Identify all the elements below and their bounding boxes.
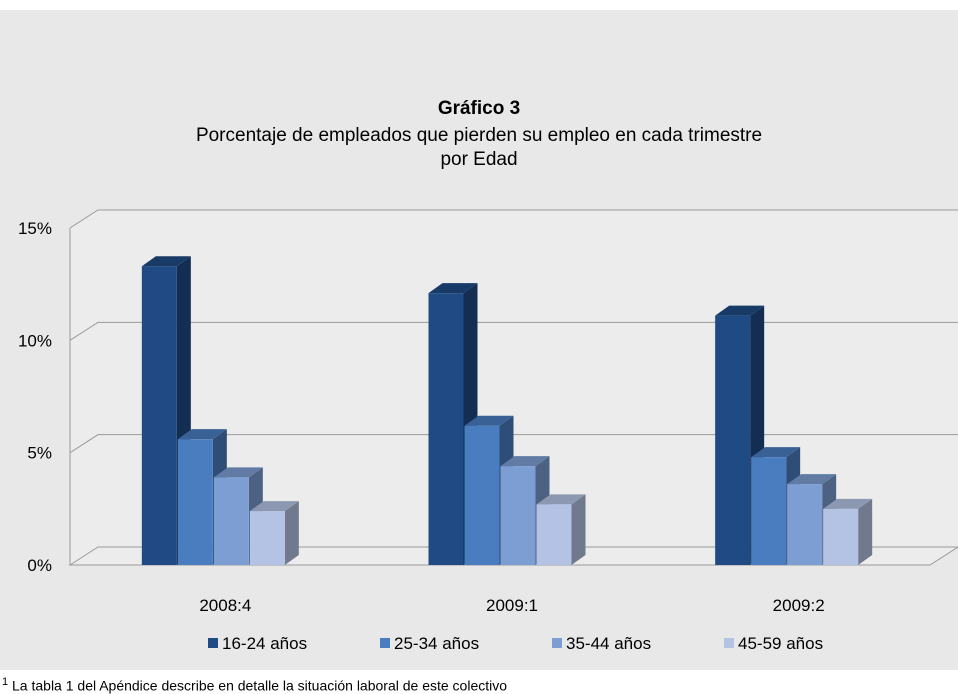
- plot-area: 0% 5% 10% 15% 2008:4 2009:1 2009:2: [18, 209, 958, 615]
- x-tick-label: 2009:1: [486, 596, 538, 615]
- chart-svg: Gráfico 3 Porcentaje de empleados que pi…: [18, 98, 958, 653]
- bar-front: [536, 504, 572, 565]
- bar-top: [823, 498, 873, 509]
- bar-top: [536, 494, 586, 505]
- x-tick-label: 2009:2: [773, 596, 825, 615]
- bar: [141, 256, 191, 565]
- legend-label: 25-34 años: [394, 634, 479, 653]
- y-tick-label: 10%: [18, 331, 52, 350]
- y-tick-label: 0%: [27, 556, 52, 575]
- bar-top: [249, 501, 299, 512]
- bar-front: [787, 484, 823, 565]
- bar-top: [500, 456, 550, 467]
- bar-front: [428, 293, 464, 565]
- bar-side: [284, 501, 299, 565]
- legend-entry: 45-59 años: [724, 634, 823, 653]
- chart-legend: 16-24 años 25-34 años 35-44 años 45-59 años: [208, 634, 823, 653]
- legend-entry: 25-34 años: [380, 634, 479, 653]
- bar-front: [213, 477, 249, 565]
- chart-panel: Gráfico 3 Porcentaje de empleados que pi…: [0, 10, 958, 670]
- bar: [823, 498, 873, 565]
- legend-swatch: [380, 638, 390, 648]
- chart-subtitle-line-1: Porcentaje de empleados que pierden su e…: [196, 125, 762, 146]
- gridline: [69, 209, 958, 229]
- legend-label: 35-44 años: [566, 634, 651, 653]
- y-tick-label: 15%: [18, 219, 52, 238]
- bar-front: [464, 425, 500, 565]
- bar-front: [823, 508, 859, 565]
- bar-top: [213, 467, 263, 478]
- legend-label: 45-59 años: [738, 634, 823, 653]
- legend-swatch: [208, 638, 218, 648]
- bar-front: [177, 439, 213, 565]
- bar-top: [715, 305, 765, 316]
- bar-top: [464, 415, 514, 426]
- bar-top: [787, 474, 837, 485]
- bar-top: [428, 283, 478, 294]
- chart-title: Gráfico 3: [438, 98, 520, 119]
- bar-front: [715, 315, 751, 565]
- legend-entry: 35-44 años: [552, 634, 651, 653]
- bar: [536, 494, 586, 565]
- chart-subtitle-line-2: por Edad: [440, 149, 517, 170]
- bar: [249, 501, 299, 565]
- legend-swatch: [724, 638, 734, 648]
- bar-front: [249, 511, 285, 565]
- bar-front: [141, 266, 177, 565]
- bar: [751, 447, 801, 565]
- gridline: [69, 321, 958, 341]
- legend-swatch: [552, 638, 562, 648]
- bar-top: [141, 256, 191, 267]
- legend-entry: 16-24 años: [208, 634, 307, 653]
- bar-top: [751, 447, 801, 458]
- footnote: 1 La tabla 1 del Apéndice describe en de…: [2, 676, 952, 694]
- y-tick-label: 5%: [27, 444, 52, 463]
- bar-top: [177, 429, 227, 440]
- gridline: [69, 434, 958, 454]
- bar-front: [500, 466, 536, 565]
- footnote-marker: 1: [2, 676, 9, 688]
- bar-side: [571, 494, 586, 565]
- bar-front: [751, 457, 787, 565]
- footnote-text: La tabla 1 del Apéndice describe en deta…: [12, 677, 508, 694]
- x-tick-label: 2008:4: [199, 596, 251, 615]
- bar-side: [858, 498, 873, 565]
- legend-label: 16-24 años: [222, 634, 307, 653]
